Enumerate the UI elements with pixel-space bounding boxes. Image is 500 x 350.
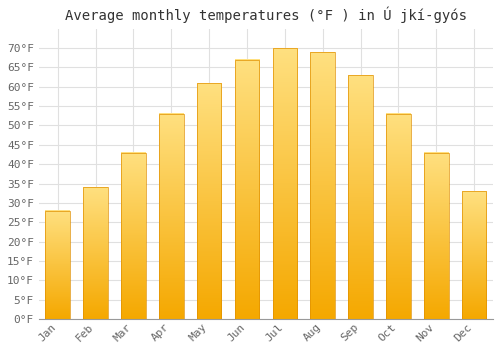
Bar (462, 191, 486, 319)
Bar (386, 114, 410, 319)
Title: Average monthly temperatures (°F ) in Ú jkí-gyós: Average monthly temperatures (°F ) in Ú … (65, 7, 467, 23)
Bar (84, 187, 108, 319)
Bar (159, 114, 184, 319)
Bar (46, 211, 70, 319)
Bar (272, 48, 297, 319)
Bar (197, 83, 222, 319)
Bar (234, 60, 260, 319)
Bar (121, 153, 146, 319)
Bar (424, 153, 448, 319)
Bar (348, 75, 373, 319)
Bar (310, 52, 335, 319)
